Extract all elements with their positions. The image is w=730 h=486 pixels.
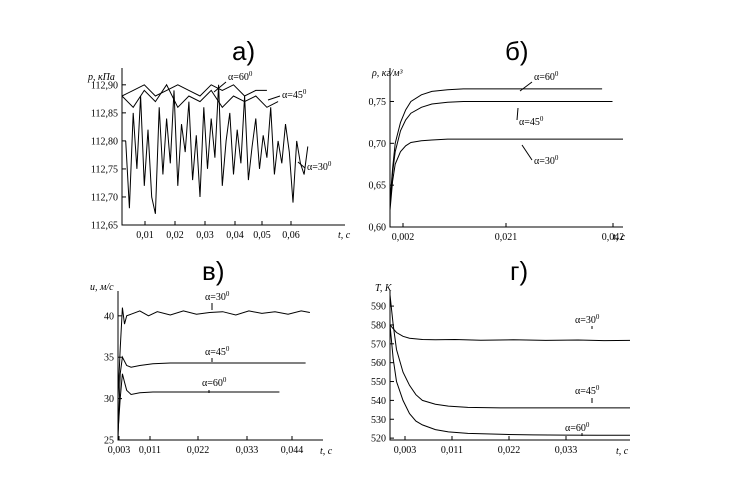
y-tick-label: 40 (104, 311, 114, 322)
x-tick-label: 0,002 (392, 232, 415, 243)
y-tick-label: 0,60 (369, 223, 387, 234)
panel-letter-3: в) (202, 256, 224, 286)
x-tick-label: 0,042 (602, 232, 625, 243)
series-line-1 (117, 307, 310, 399)
y-tick-label: 112,70 (91, 192, 118, 203)
series-annotation: α=600 (565, 421, 590, 434)
y-axis-label: u, м/с (90, 282, 114, 293)
x-tick-label: 0,033 (555, 445, 578, 456)
x-tick-label: 0,033 (236, 445, 259, 456)
y-tick-label: 540 (371, 396, 386, 407)
series-annotation: α=300 (205, 290, 230, 303)
series-annotation: α=450 (519, 115, 544, 128)
series-line-1 (121, 84, 267, 97)
y-axis-label: ρ, кг/м³ (371, 68, 404, 79)
annotation-leader (297, 161, 306, 169)
y-tick-label: 0,75 (369, 97, 387, 108)
series-line-3 (389, 138, 623, 211)
x-tick-label: 0,003 (108, 445, 131, 456)
x-tick-label: 0,02 (166, 230, 184, 241)
series-line-2 (389, 101, 613, 207)
y-tick-label: 520 (371, 434, 386, 445)
y-tick-label: 0,70 (369, 139, 387, 150)
x-tick-label: 0,06 (282, 230, 300, 241)
x-tick-label: 0,022 (187, 445, 210, 456)
y-tick-label: 25 (104, 436, 114, 447)
series-annotation: α=600 (534, 70, 559, 83)
series-line-3 (117, 373, 280, 432)
annotation-leader (521, 144, 533, 161)
annotation-leader (519, 81, 533, 92)
annotation-leader (213, 81, 227, 93)
y-tick-label: 560 (371, 358, 386, 369)
x-axis-label: t, с (613, 232, 626, 243)
panel-letter-2: б) (505, 36, 529, 66)
series-line-1 (389, 324, 631, 342)
series-annotation: α=300 (534, 154, 559, 167)
panel-letter-1: а) (232, 36, 255, 66)
x-tick-label: 0,003 (394, 445, 417, 456)
y-tick-label: 570 (371, 339, 386, 350)
x-tick-label: 0,011 (441, 445, 463, 456)
series-annotation: α=300 (307, 160, 332, 173)
x-tick-label: 0,01 (136, 230, 154, 241)
series-annotation: α=600 (228, 70, 253, 83)
y-tick-label: 550 (371, 377, 386, 388)
axes-4 (389, 291, 630, 441)
y-tick-label: 30 (104, 394, 114, 405)
y-tick-label: 112,90 (91, 80, 118, 91)
series-line-2 (117, 355, 306, 441)
y-tick-label: 580 (371, 320, 386, 331)
y-tick-label: 0,65 (369, 181, 387, 192)
y-tick-label: 35 (104, 353, 114, 364)
x-tick-label: 0,022 (498, 445, 521, 456)
y-tick-label: 112,85 (91, 108, 118, 119)
x-tick-label: 0,05 (253, 230, 271, 241)
series-line-3 (389, 324, 630, 436)
series-annotation: α=450 (575, 384, 600, 397)
series-line-2 (389, 294, 630, 409)
y-tick-label: 112,75 (91, 164, 118, 175)
series-annotation: α=450 (282, 88, 307, 101)
series-line-1 (389, 88, 603, 202)
series-annotation: α=450 (205, 345, 230, 358)
y-tick-label: 590 (371, 302, 386, 313)
x-tick-label: 0,044 (281, 445, 304, 456)
annotation-leader (516, 107, 519, 121)
series-annotation: α=600 (202, 376, 227, 389)
series-line-3 (125, 84, 309, 214)
x-tick-label: 0,011 (139, 445, 161, 456)
x-tick-label: 0,03 (196, 230, 214, 241)
y-tick-label: 112,65 (91, 221, 118, 232)
y-tick-label: 112,80 (91, 136, 118, 147)
y-axis-label: T, K (375, 283, 393, 294)
y-tick-label: 530 (371, 415, 386, 426)
x-tick-label: 0,04 (226, 230, 244, 241)
annotation-leader (267, 95, 281, 101)
x-axis-label: t, с (338, 230, 351, 241)
x-axis-label: t, с (616, 446, 629, 457)
series-annotation: α=300 (575, 313, 600, 326)
panel-letter-4: г) (510, 256, 528, 286)
series-line-2 (121, 83, 279, 109)
x-axis-label: t, с (320, 446, 333, 457)
axes-2 (389, 68, 623, 228)
x-tick-label: 0,021 (495, 232, 518, 243)
y-axis-label: p, кПа (87, 72, 115, 83)
